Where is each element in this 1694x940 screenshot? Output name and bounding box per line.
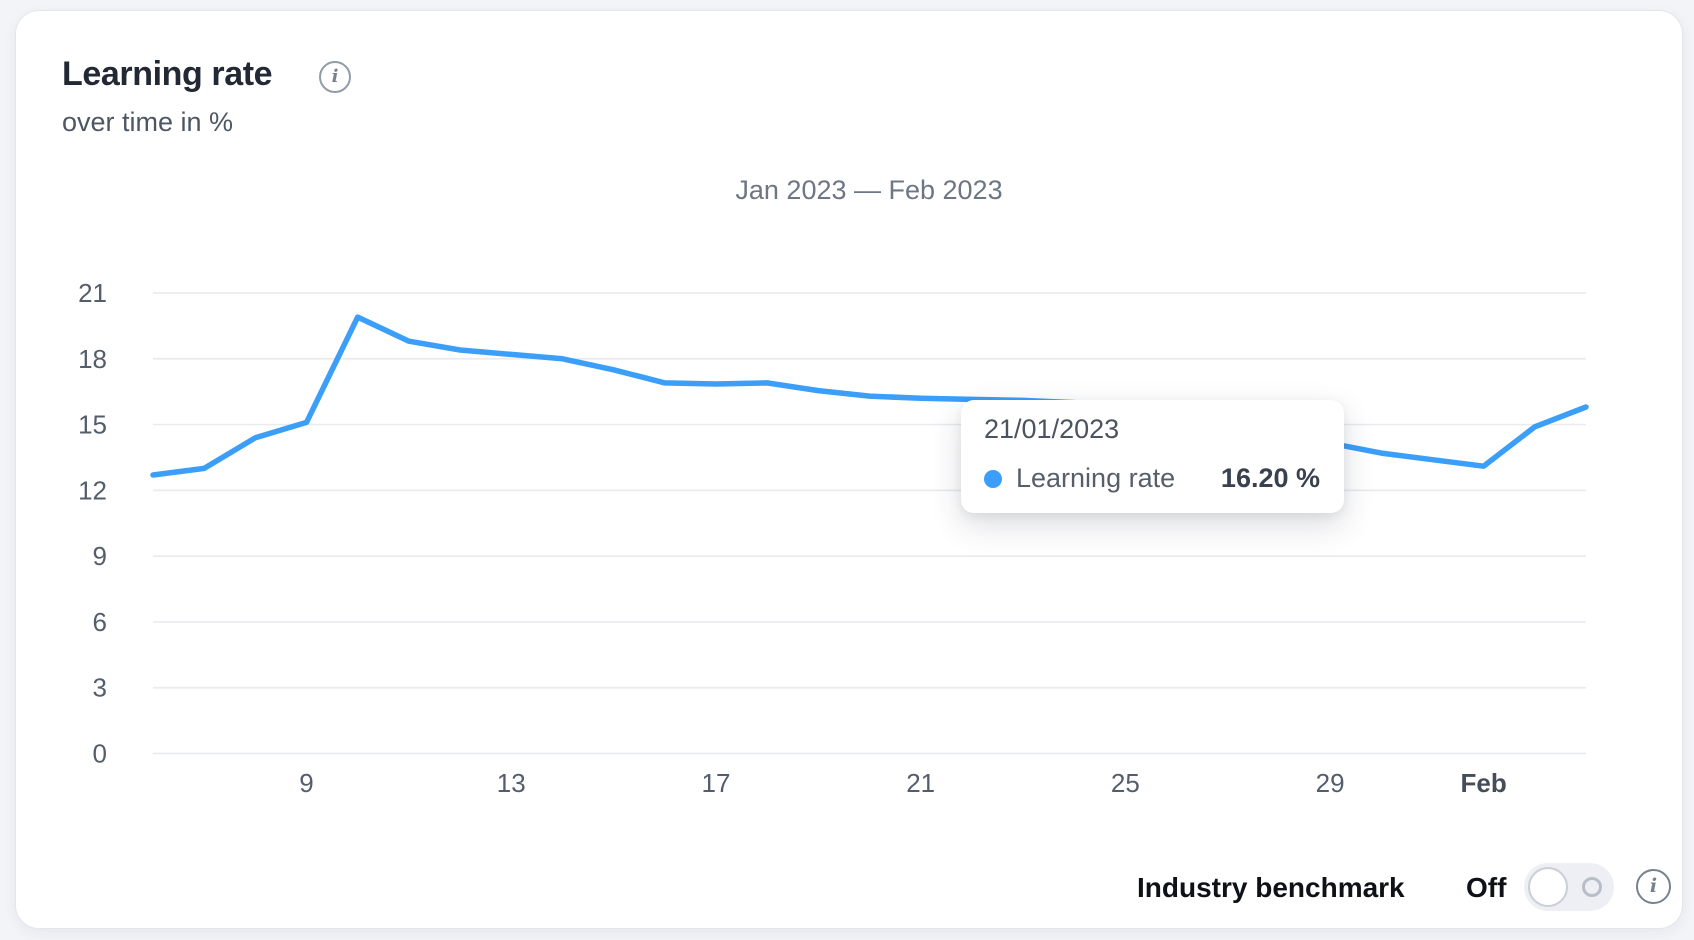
tooltip-series-label: Learning rate	[1016, 463, 1176, 493]
card-title: Learning rate	[62, 55, 273, 93]
line-chart-canvas[interactable]: 0 3 6 9 12 15 18 21 9 13 17 21 25 29 Feb	[16, 11, 1694, 940]
chart-period-label: Jan 2023 — Feb 2023	[735, 175, 1003, 205]
toggle-off-ring-icon	[1582, 877, 1602, 897]
series-dot-icon	[984, 469, 1002, 488]
svg-text:13: 13	[497, 768, 526, 798]
industry-benchmark-toggle[interactable]	[1524, 863, 1614, 911]
info-icon[interactable]: i	[319, 61, 351, 93]
benchmark-state-label: Off	[1466, 872, 1507, 903]
svg-text:21: 21	[78, 278, 107, 308]
svg-text:12: 12	[78, 475, 107, 505]
svg-text:15: 15	[78, 410, 107, 440]
learning-rate-card: Learning rate i over time in % Jan 2023 …	[15, 10, 1683, 929]
svg-text:Feb: Feb	[1461, 768, 1507, 798]
svg-text:6: 6	[93, 607, 107, 637]
chart-tooltip: 21/01/2023 Learning rate 16.20 %	[961, 400, 1344, 513]
svg-text:3: 3	[93, 673, 107, 703]
svg-text:17: 17	[702, 768, 731, 798]
tooltip-row: Learning rate 16.20 %	[984, 463, 1320, 494]
svg-text:9: 9	[93, 541, 107, 571]
tooltip-value: 16.20 %	[1220, 463, 1320, 493]
benchmark-info-icon[interactable]: i	[1636, 869, 1671, 904]
svg-text:25: 25	[1111, 768, 1140, 798]
svg-text:0: 0	[93, 739, 107, 769]
card-subtitle: over time in %	[62, 107, 234, 137]
svg-text:9: 9	[299, 768, 313, 798]
info-icon-glyph: i	[331, 66, 339, 87]
toggle-knob-icon	[1528, 867, 1568, 907]
svg-text:18: 18	[78, 344, 107, 374]
industry-benchmark-label: Industry benchmark	[1137, 872, 1405, 903]
svg-text:29: 29	[1316, 768, 1345, 798]
benchmark-info-icon-glyph: i	[1649, 875, 1658, 897]
svg-text:21: 21	[906, 768, 935, 798]
tooltip-date: 21/01/2023	[984, 414, 1120, 444]
